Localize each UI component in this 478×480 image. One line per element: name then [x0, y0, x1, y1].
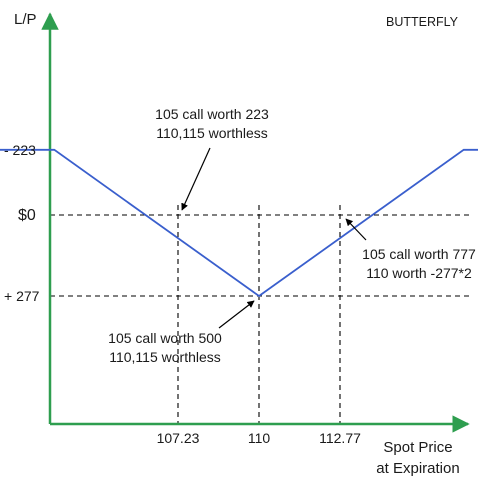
x-tick-label: 110	[248, 430, 271, 446]
tick-labels: - 223 $0 + 277 107.23 110 112.77	[4, 142, 361, 446]
annotation-arrow	[345, 218, 367, 241]
y-axis-label: L/P	[14, 11, 37, 28]
x-axis-label-line2: at Expiration	[376, 460, 459, 477]
guide-lines	[50, 205, 470, 424]
y-tick-label: + 277	[4, 288, 40, 304]
annotation-arrow	[181, 147, 211, 211]
annotation-arrow	[218, 300, 255, 329]
annotation-text: 110 worth -277*2	[366, 265, 472, 281]
chart-title: BUTTERFLY	[386, 15, 459, 29]
annotation-text: 110,115 worthless	[156, 125, 268, 141]
payoff-series	[0, 148, 478, 298]
x-axis-label-line1: Spot Price	[383, 439, 452, 456]
x-tick-label: 107.23	[157, 430, 200, 446]
annotation-text: 105 call worth 777	[362, 246, 476, 262]
axes	[41, 12, 470, 433]
annotations: 105 call worth 223 110,115 worthless 105 c…	[108, 106, 476, 365]
y-tick-label: - 223	[4, 142, 36, 158]
x-tick-label: 112.77	[319, 430, 361, 446]
y-tick-label: $0	[18, 207, 36, 224]
annotation-text: 105 call worth 500	[108, 330, 222, 346]
annotation-text: 110,115 worthless	[109, 349, 221, 365]
payoff-line	[0, 148, 478, 298]
annotation-text: 105 call worth 223	[155, 106, 269, 122]
